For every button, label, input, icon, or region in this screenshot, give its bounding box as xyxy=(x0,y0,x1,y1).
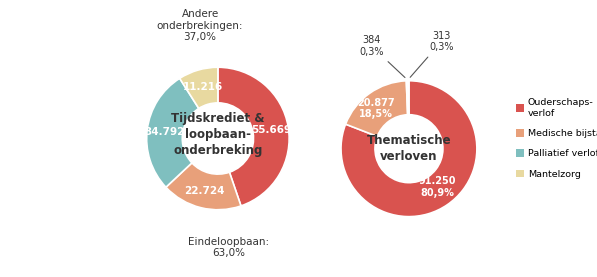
Text: 91.250
80,9%: 91.250 80,9% xyxy=(418,176,456,198)
Wedge shape xyxy=(180,67,218,108)
Wedge shape xyxy=(147,78,199,187)
Text: 34.792: 34.792 xyxy=(144,127,184,137)
Text: 55.669: 55.669 xyxy=(251,125,291,135)
Text: 22.724: 22.724 xyxy=(184,186,225,196)
Wedge shape xyxy=(218,67,289,206)
Wedge shape xyxy=(346,81,408,137)
Wedge shape xyxy=(408,81,409,115)
Text: 313
0,3%: 313 0,3% xyxy=(410,31,454,77)
Text: 384
0,3%: 384 0,3% xyxy=(359,35,405,78)
Legend: Ouderschaps-
verlof, Medische bijstand, Palliatief verlof, Mantelzorg: Ouderschaps- verlof, Medische bijstand, … xyxy=(516,98,597,179)
Text: 11.216: 11.216 xyxy=(183,81,223,91)
Wedge shape xyxy=(407,81,408,115)
Text: Thematische
verloven: Thematische verloven xyxy=(367,134,451,163)
Wedge shape xyxy=(341,81,477,217)
Text: Tijdskrediet &
loopbaan-
onderbreking: Tijdskrediet & loopbaan- onderbreking xyxy=(171,112,264,157)
Text: Andere
onderbrekingen:
37,0%: Andere onderbrekingen: 37,0% xyxy=(157,9,244,42)
Text: Eindeloopbaan:
63,0%: Eindeloopbaan: 63,0% xyxy=(188,237,269,258)
Text: 20.877
18,5%: 20.877 18,5% xyxy=(357,98,395,119)
Wedge shape xyxy=(166,163,241,210)
